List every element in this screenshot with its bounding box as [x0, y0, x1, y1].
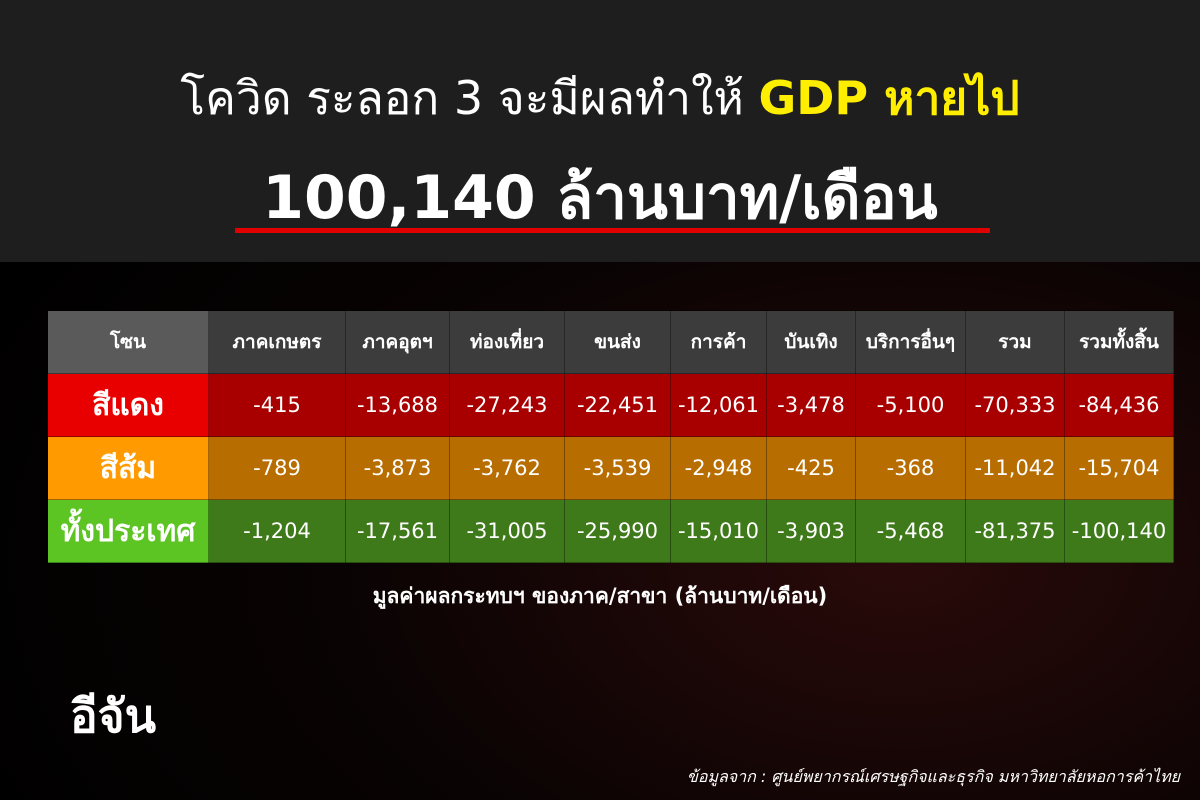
headline: 100,140 ล้านบาท/เดือน [262, 163, 938, 233]
value-cell: -15,704 [1064, 436, 1174, 500]
value-cell: -425 [766, 436, 856, 500]
value-cell: รวมทั้งสิ้น [1064, 310, 1174, 374]
zone-cell: สีส้ม [47, 436, 209, 500]
value-cell: บันเทิง [766, 310, 856, 374]
zone-cell: สีแดง [47, 373, 209, 437]
value-cell: -3,478 [766, 373, 856, 437]
zone-cell: ทั้งประเทศ [47, 499, 209, 563]
value-cell: -17,561 [345, 499, 450, 563]
value-cell: -3,903 [766, 499, 856, 563]
value-cell: ภาคอุตฯ [345, 310, 450, 374]
value-cell: -84,436 [1064, 373, 1174, 437]
value-cell: -3,762 [449, 436, 565, 500]
title-highlight: GDP หายไป [758, 71, 1020, 125]
value-cell: ขนส่ง [564, 310, 671, 374]
header-band [0, 0, 1200, 262]
value-cell: การค้า [670, 310, 767, 374]
value-cell: -70,333 [965, 373, 1065, 437]
table-row: สีส้ม -789 -3,873 -3,762 -3,539 -2,948 -425 -36… [47, 436, 1174, 500]
value-cell: -13,688 [345, 373, 450, 437]
value-cell: -789 [208, 436, 346, 500]
source: ข้อมูลจาก : ศูนย์พยากรณ์เศรษฐกิจและธุรกิ… [686, 767, 1180, 786]
value-cell: -415 [208, 373, 346, 437]
value-cell: ภาคเกษตร [208, 310, 346, 374]
value-cell: -81,375 [965, 499, 1065, 563]
value-cell: -22,451 [564, 373, 671, 437]
zone-cell: โซน [47, 310, 209, 374]
value-cell: -11,042 [965, 436, 1065, 500]
logo: อีจัน [70, 689, 157, 743]
value-cell: บริการอื่นๆ [855, 310, 966, 374]
value-cell: -25,990 [564, 499, 671, 563]
title: โควิด ระลอก 3 จะมีผลทำให้ GDP หายไป [0, 62, 1200, 135]
table-row: โซน ภาคเกษตร ภาคอุตฯ ท่องเที่ยว ขนส่ง การค้าบ… [47, 310, 1174, 374]
impact-table: โซน ภาคเกษตร ภาคอุตฯ ท่องเที่ยว ขนส่ง การค้าบ… [47, 310, 1174, 563]
value-cell: -2,948 [670, 436, 767, 500]
table-row: สีแดง -415 -13,688 -27,243 -22,451 -12,061 -3,… [47, 373, 1174, 437]
caption: มูลค่าผลกระทบฯ ของภาค/สาขา (ล้านบาท/เดือ… [372, 584, 828, 608]
value-cell: -1,204 [208, 499, 346, 563]
value-cell: รวม [965, 310, 1065, 374]
value-cell: -31,005 [449, 499, 565, 563]
underline [235, 228, 990, 233]
value-cell: -3,539 [564, 436, 671, 500]
value-cell: -5,468 [855, 499, 966, 563]
value-cell: -27,243 [449, 373, 565, 437]
value-cell: -5,100 [855, 373, 966, 437]
value-cell: ท่องเที่ยว [449, 310, 565, 374]
table-row: ทั้งประเทศ -1,204 -17,561 -31,005 -25,990 -15… [47, 499, 1174, 563]
value-cell: -12,061 [670, 373, 767, 437]
title-text: โควิด ระลอก 3 จะมีผลทำให้ [180, 71, 744, 125]
value-cell: -15,010 [670, 499, 767, 563]
value-cell: -368 [855, 436, 966, 500]
value-cell: -100,140 [1064, 499, 1174, 563]
value-cell: -3,873 [345, 436, 450, 500]
